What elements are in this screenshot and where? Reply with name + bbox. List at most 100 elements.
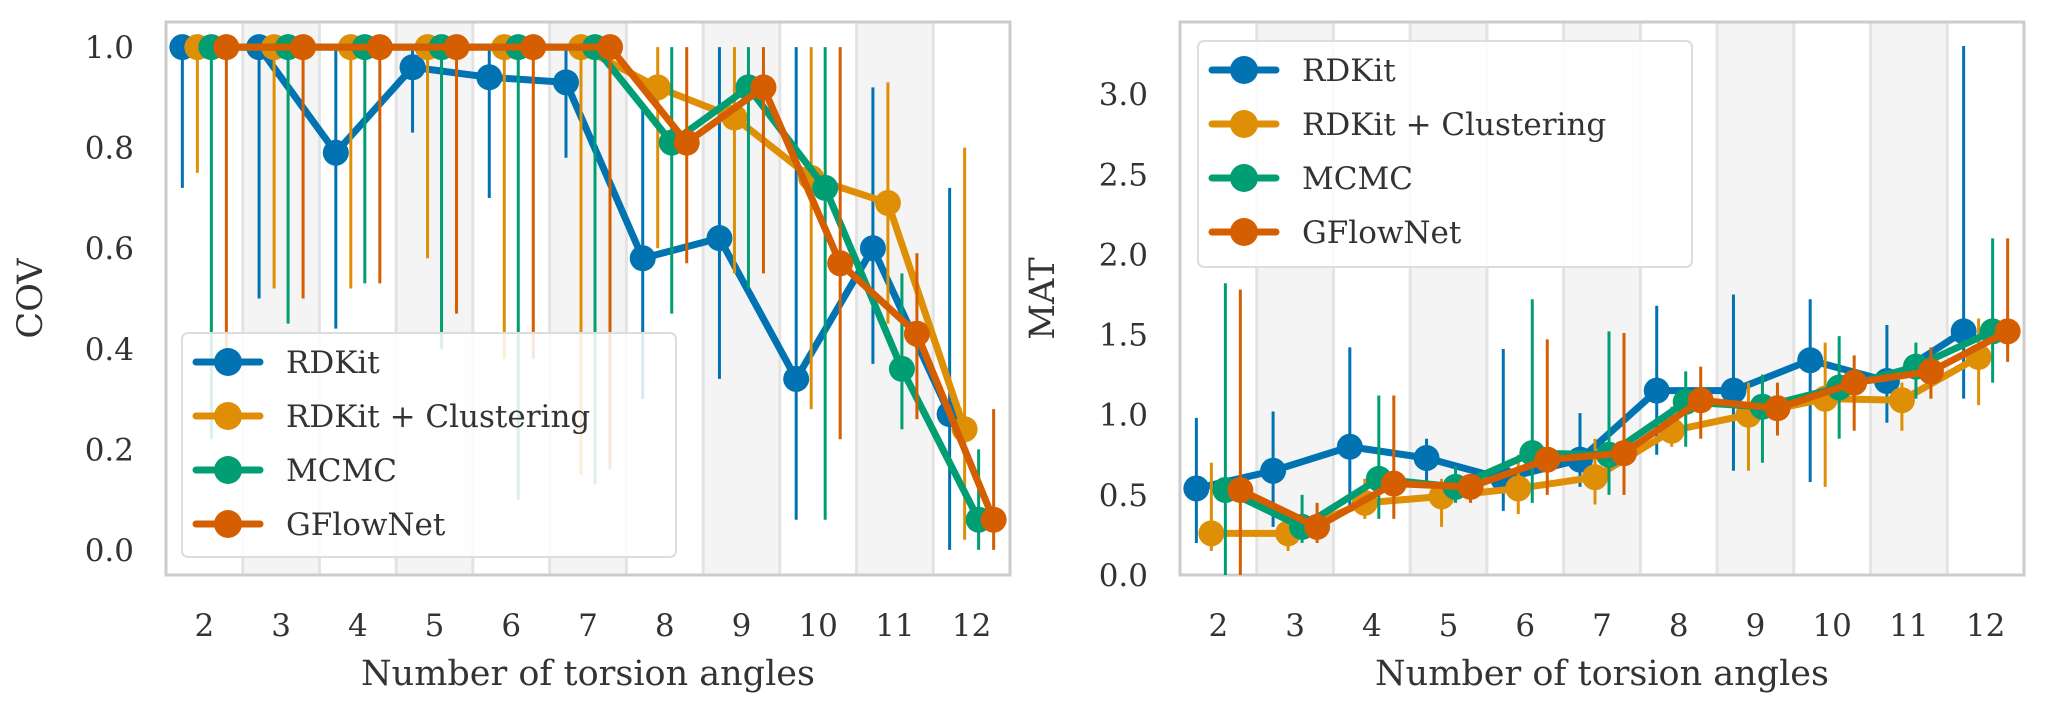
- legend-marker: [1230, 110, 1258, 138]
- data-point: [1227, 477, 1254, 504]
- y-tick-label: 0.6: [85, 231, 134, 267]
- data-point: [1611, 440, 1637, 467]
- data-point: [213, 34, 240, 61]
- data-point: [706, 225, 733, 252]
- data-point: [553, 69, 579, 96]
- background-band: [1870, 22, 1948, 575]
- data-point: [903, 320, 930, 347]
- background-band: [1717, 22, 1794, 575]
- x-tick-label: 6: [1515, 608, 1535, 644]
- legend-label: GFlowNet: [1302, 215, 1462, 251]
- data-point: [597, 34, 623, 61]
- data-point: [888, 355, 915, 382]
- y-tick-label: 2.0: [1099, 237, 1148, 273]
- y-axis-label: COV: [11, 258, 51, 339]
- y-tick-label: 3.0: [1099, 77, 1148, 113]
- data-point: [812, 174, 839, 201]
- data-point: [783, 365, 810, 392]
- y-axis-label: MAT: [1023, 257, 1063, 340]
- data-point: [1888, 387, 1915, 414]
- data-point: [1994, 318, 2021, 345]
- cov-panel: 0.0 0.2 0.4 0.6 0.8 1.0 2 3 4 5 6 7 8 9 10 11 12 Number o…: [11, 20, 1012, 694]
- x-tick-label: 10: [798, 608, 837, 644]
- legend-item: RDKit + Clustering: [1208, 107, 1606, 143]
- legend-item: MCMC: [1208, 161, 1413, 197]
- y-tick-label: 0.5: [1099, 478, 1148, 514]
- x-tick-label: 3: [1285, 608, 1305, 644]
- series-gflownet: [213, 34, 1007, 550]
- legend-label: RDKit: [286, 345, 380, 381]
- data-point: [1720, 377, 1747, 404]
- data-point: [1534, 446, 1561, 473]
- legend: RDKit RDKit + Clustering MCMC GFlowNet: [181, 332, 677, 558]
- x-tick-label: 9: [1746, 608, 1766, 644]
- x-tick-label: 3: [271, 608, 291, 644]
- data-point: [1764, 395, 1791, 422]
- data-point: [874, 189, 901, 216]
- legend-label: MCMC: [286, 453, 397, 489]
- data-point: [859, 235, 886, 262]
- legend-item: GFlowNet: [1208, 215, 1462, 251]
- data-point: [322, 139, 349, 166]
- data-point: [1260, 457, 1287, 484]
- data-point: [1457, 473, 1484, 500]
- data-point: [290, 34, 317, 61]
- data-point: [629, 245, 656, 272]
- x-tick-label: 12: [1966, 608, 2005, 644]
- y-tick-label: 1.5: [1099, 318, 1148, 354]
- data-point: [366, 34, 393, 61]
- y-tick-label: 0.4: [85, 332, 134, 368]
- data-point: [1505, 475, 1532, 502]
- data-point: [827, 250, 854, 277]
- y-tick-label: 0.0: [1099, 558, 1148, 594]
- x-tick-label: 5: [425, 608, 445, 644]
- series-rdkit: [169, 34, 963, 550]
- legend-frame: [1197, 40, 1693, 268]
- data-point: [750, 74, 777, 101]
- legend-marker: [214, 456, 242, 484]
- x-tick-label: 12: [952, 608, 991, 644]
- x-tick-label: 8: [655, 608, 675, 644]
- data-point: [1183, 475, 1210, 502]
- data-point: [1917, 358, 1944, 385]
- legend-item: RDKit + Clustering: [192, 399, 590, 435]
- data-point: [1336, 433, 1363, 460]
- y-tick-label: 0.0: [85, 533, 134, 569]
- x-tick-label: 2: [1208, 608, 1228, 644]
- series-rdkit-clustering: [1198, 318, 1992, 551]
- y-tick-label: 0.2: [85, 432, 134, 468]
- data-point: [520, 34, 547, 61]
- x-axis-label: Number of torsion angles: [361, 654, 815, 694]
- legend-label: RDKit + Clustering: [286, 399, 590, 435]
- y-tick-label: 1.0: [85, 30, 134, 66]
- y-tick-label: 0.8: [85, 131, 134, 167]
- legend-label: GFlowNet: [286, 507, 446, 543]
- legend-label: RDKit: [1302, 53, 1396, 89]
- x-tick-label: 11: [875, 608, 914, 644]
- y-tick-label: 2.5: [1099, 157, 1148, 193]
- x-tick-label: 2: [194, 608, 214, 644]
- mat-panel: 0.0 0.5 1.0 1.5 2.0 2.5 3.0 2 3 4 5 6 7 8 9 10 11 12 Numbe…: [1023, 20, 2026, 694]
- x-tick-label: 9: [732, 608, 752, 644]
- data-point: [1304, 513, 1331, 540]
- x-tick-label: 4: [348, 608, 368, 644]
- legend: RDKit RDKit + Clustering MCMC GFlowNet: [1197, 40, 1693, 268]
- x-tick-label: 4: [1362, 608, 1382, 644]
- legend-marker: [1230, 218, 1258, 246]
- x-tick-label: 10: [1812, 608, 1851, 644]
- legend-item: RDKit: [192, 345, 380, 381]
- x-tick-label: 7: [578, 608, 598, 644]
- x-tick-label: 6: [501, 608, 521, 644]
- legend-label: MCMC: [1302, 161, 1413, 197]
- data-point: [1198, 520, 1225, 547]
- data-point: [1687, 387, 1714, 414]
- y-tick-label: 1.0: [1099, 398, 1148, 434]
- legend-item: RDKit: [1208, 53, 1396, 89]
- legend-item: GFlowNet: [192, 507, 446, 543]
- axes-frame: [164, 20, 1012, 577]
- data-point: [980, 506, 1007, 533]
- data-point: [1582, 464, 1608, 491]
- x-tick-label: 8: [1669, 608, 1689, 644]
- x-tick-label: 7: [1592, 608, 1612, 644]
